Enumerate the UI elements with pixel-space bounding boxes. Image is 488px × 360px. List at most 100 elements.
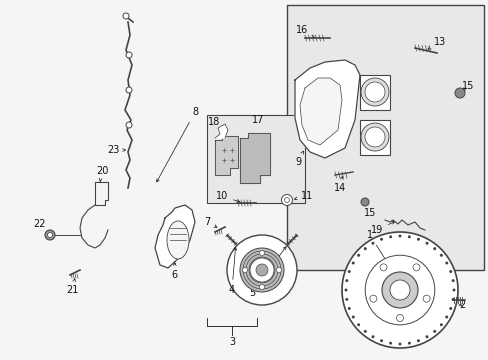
Bar: [206, 115, 305, 203]
Circle shape: [439, 254, 442, 257]
Text: 10: 10: [215, 191, 239, 202]
Circle shape: [416, 339, 419, 342]
Circle shape: [445, 315, 447, 319]
Circle shape: [425, 242, 427, 245]
Text: 23: 23: [106, 145, 125, 155]
Circle shape: [345, 298, 347, 301]
Circle shape: [345, 279, 347, 282]
Circle shape: [439, 323, 442, 326]
Circle shape: [369, 295, 376, 302]
Polygon shape: [240, 133, 269, 183]
Circle shape: [389, 280, 409, 300]
Circle shape: [281, 194, 292, 206]
Circle shape: [448, 270, 451, 273]
Circle shape: [249, 258, 273, 282]
Circle shape: [416, 238, 419, 241]
Bar: [359, 75, 389, 110]
Circle shape: [259, 251, 264, 256]
Circle shape: [396, 315, 403, 321]
Circle shape: [371, 242, 374, 245]
Circle shape: [351, 315, 354, 319]
Text: 2: 2: [458, 300, 464, 310]
Circle shape: [407, 235, 410, 238]
Circle shape: [379, 339, 382, 342]
Circle shape: [398, 342, 401, 346]
Circle shape: [407, 342, 410, 345]
Bar: [359, 120, 389, 155]
Text: 21: 21: [66, 279, 78, 295]
Circle shape: [240, 248, 284, 292]
Circle shape: [448, 307, 451, 310]
Circle shape: [412, 264, 419, 271]
Circle shape: [381, 272, 417, 308]
Text: 14: 14: [333, 176, 346, 193]
Circle shape: [454, 88, 464, 98]
Polygon shape: [299, 78, 341, 145]
Circle shape: [422, 295, 429, 302]
Circle shape: [445, 261, 447, 265]
Circle shape: [379, 264, 386, 271]
Circle shape: [45, 230, 55, 240]
Circle shape: [365, 255, 434, 325]
Circle shape: [451, 279, 454, 282]
Circle shape: [126, 52, 132, 58]
Circle shape: [425, 335, 427, 338]
Polygon shape: [215, 136, 238, 175]
Text: 4: 4: [228, 247, 236, 295]
Circle shape: [364, 82, 384, 102]
Bar: [286, 5, 483, 270]
Text: 8: 8: [156, 107, 198, 182]
Circle shape: [126, 87, 132, 93]
Text: 18: 18: [207, 117, 222, 132]
Circle shape: [371, 335, 374, 338]
Circle shape: [256, 264, 267, 276]
Text: 15: 15: [363, 203, 375, 218]
Text: 16: 16: [295, 25, 314, 37]
Text: 22: 22: [34, 219, 49, 234]
Polygon shape: [215, 124, 227, 138]
Circle shape: [451, 288, 454, 292]
Circle shape: [398, 234, 401, 238]
Polygon shape: [294, 60, 359, 158]
Circle shape: [226, 235, 296, 305]
Text: 17: 17: [251, 115, 264, 125]
Circle shape: [363, 247, 366, 250]
Circle shape: [259, 284, 264, 289]
Text: 13: 13: [427, 37, 445, 49]
Circle shape: [388, 342, 391, 345]
Circle shape: [242, 267, 247, 273]
Circle shape: [351, 261, 354, 265]
Text: 7: 7: [203, 217, 217, 227]
Circle shape: [344, 288, 347, 292]
Text: 20: 20: [96, 166, 108, 181]
Circle shape: [360, 198, 368, 206]
Circle shape: [347, 270, 350, 273]
Circle shape: [126, 122, 132, 128]
Circle shape: [364, 127, 384, 147]
Circle shape: [360, 123, 388, 151]
Text: 15: 15: [461, 81, 473, 91]
Circle shape: [379, 238, 382, 241]
Text: 5: 5: [248, 247, 285, 298]
Circle shape: [47, 233, 52, 238]
Text: 19: 19: [370, 221, 394, 235]
Circle shape: [432, 247, 435, 250]
Circle shape: [388, 235, 391, 238]
Circle shape: [356, 323, 359, 326]
Circle shape: [347, 307, 350, 310]
Ellipse shape: [167, 221, 189, 259]
Circle shape: [284, 198, 289, 202]
Circle shape: [360, 78, 388, 106]
Circle shape: [123, 13, 129, 19]
Circle shape: [341, 232, 457, 348]
Text: 3: 3: [228, 337, 235, 347]
Text: 6: 6: [171, 263, 177, 280]
Circle shape: [276, 267, 281, 273]
Circle shape: [451, 298, 454, 301]
Text: 1: 1: [366, 230, 389, 267]
Text: 9: 9: [294, 151, 303, 167]
Text: 12: 12: [379, 267, 391, 277]
Circle shape: [356, 254, 359, 257]
Circle shape: [432, 330, 435, 333]
Polygon shape: [155, 205, 195, 268]
